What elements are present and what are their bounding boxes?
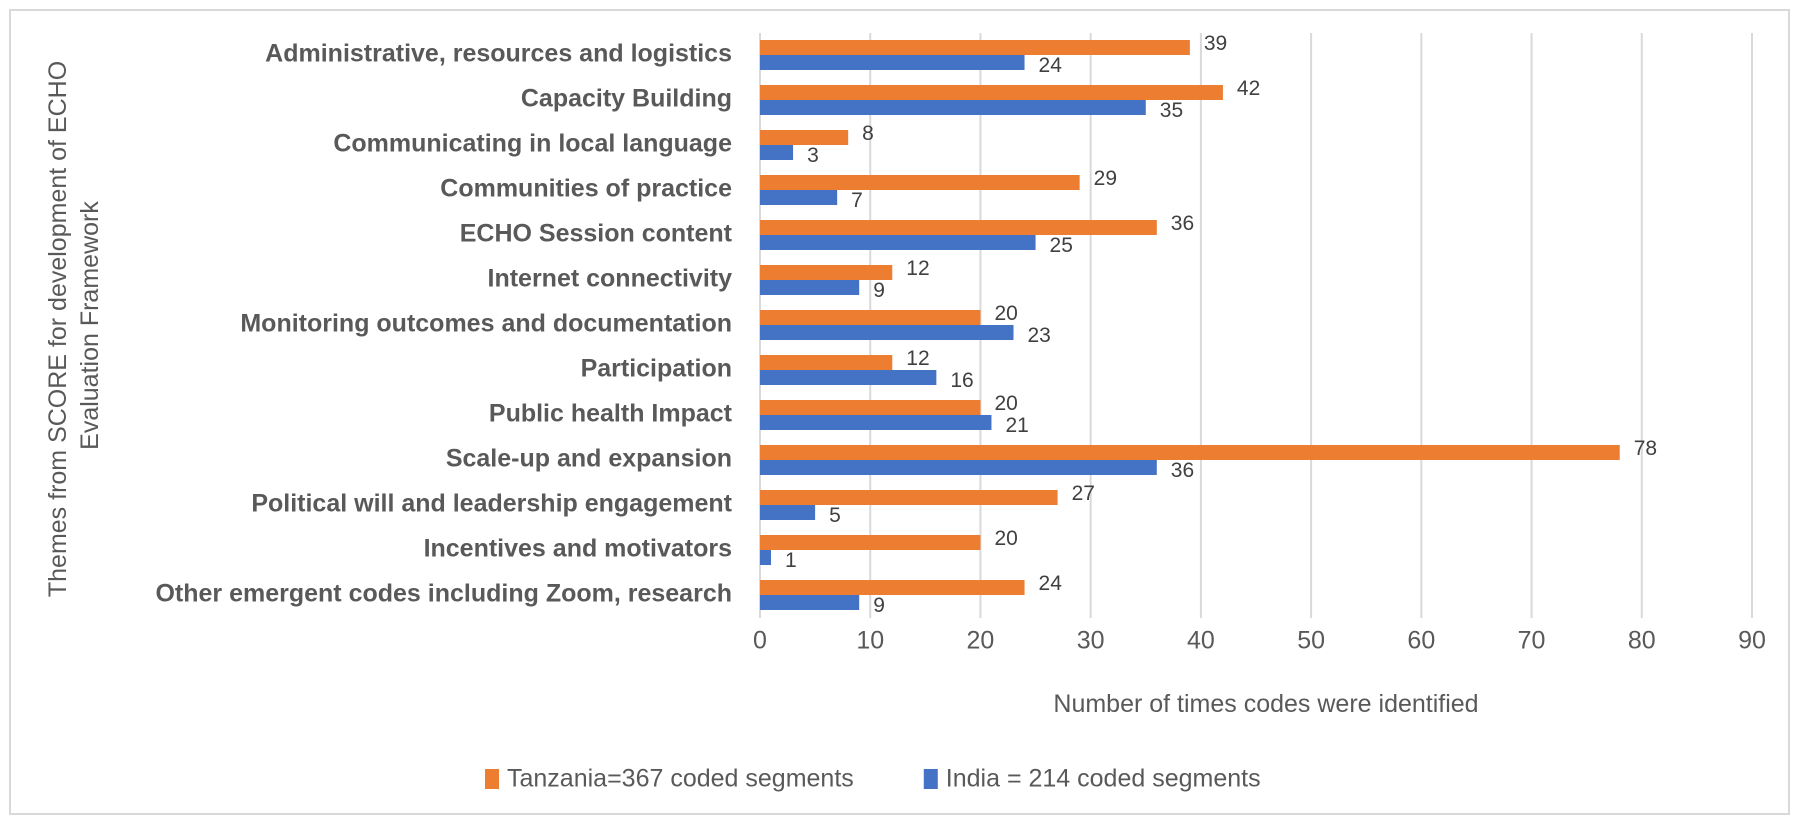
- x-tick-label: 60: [1407, 627, 1435, 655]
- data-label: 42: [1237, 77, 1260, 100]
- bar-tanzania: [760, 220, 1157, 235]
- category-labels: Administrative, resources and logistics C…: [155, 40, 732, 608]
- y-axis-title: Themes from SCORE for development of ECH…: [44, 54, 104, 597]
- x-tick-labels: 0 10 20 30 40 50 60 70 80 90: [753, 627, 1766, 655]
- category-label: Political will and leadership engagement: [251, 490, 732, 518]
- data-label: 24: [1039, 54, 1063, 77]
- data-label: 36: [1171, 212, 1194, 235]
- bar-tanzania: [760, 535, 981, 550]
- bar-tanzania: [760, 85, 1223, 100]
- bar-india: [760, 505, 816, 520]
- data-label: 39: [1204, 32, 1227, 55]
- bar-india: [760, 280, 860, 295]
- bar-india: [760, 370, 937, 385]
- x-tick-label: 90: [1738, 627, 1766, 655]
- bar-india: [760, 595, 860, 610]
- data-label: 3: [807, 144, 819, 167]
- data-label: 20: [994, 392, 1017, 415]
- data-label: 24: [1039, 572, 1063, 595]
- data-label: 21: [1005, 414, 1028, 437]
- data-label: 8: [862, 122, 874, 145]
- data-labels: 3924423583297362512920231216202178362752…: [785, 32, 1657, 617]
- y-axis-title-line-2: Evaluation Framework: [76, 201, 104, 450]
- bar-india: [760, 325, 1014, 340]
- legend: Tanzania=367 coded segments India = 214 c…: [485, 765, 1261, 793]
- bar-india: [760, 415, 992, 430]
- bar-india: [760, 460, 1157, 475]
- bar-tanzania: [760, 580, 1025, 595]
- category-label: Administrative, resources and logistics: [265, 40, 732, 68]
- legend-label: India = 214 coded segments: [946, 765, 1261, 793]
- x-axis-title: Number of times codes were identified: [1053, 690, 1478, 718]
- data-label: 5: [829, 504, 841, 527]
- bar-tanzania: [760, 445, 1620, 460]
- category-label: Public health Impact: [489, 400, 733, 428]
- x-tick-label: 10: [856, 627, 884, 655]
- x-tick-label: 30: [1077, 627, 1105, 655]
- data-label: 23: [1028, 324, 1051, 347]
- legend-label: Tanzania=367 coded segments: [507, 765, 854, 793]
- bar-india: [760, 55, 1025, 70]
- x-tick-label: 40: [1187, 627, 1215, 655]
- category-label: Communicating in local language: [333, 130, 732, 158]
- category-label: Participation: [581, 355, 732, 383]
- bar-india: [760, 235, 1036, 250]
- category-label: Communities of practice: [440, 175, 732, 203]
- bar-tanzania: [760, 40, 1190, 55]
- data-label: 12: [906, 347, 929, 370]
- data-label: 29: [1094, 167, 1117, 190]
- x-tick-label: 20: [967, 627, 995, 655]
- data-label: 7: [851, 189, 863, 212]
- data-label: 1: [785, 549, 797, 572]
- data-label: 9: [873, 594, 885, 617]
- data-label: 35: [1160, 99, 1183, 122]
- data-label: 20: [994, 527, 1017, 550]
- bar-india: [760, 550, 772, 565]
- category-label: Incentives and motivators: [424, 535, 732, 563]
- bar-india: [760, 100, 1146, 115]
- data-label: 27: [1072, 482, 1095, 505]
- bar-tanzania: [760, 265, 893, 280]
- data-label: 12: [906, 257, 929, 280]
- data-label: 78: [1634, 437, 1657, 460]
- x-tick-label: 50: [1297, 627, 1325, 655]
- bar-india: [760, 145, 794, 160]
- bar-tanzania: [760, 130, 849, 145]
- gridlines: [759, 33, 1753, 618]
- data-label: 25: [1050, 234, 1073, 257]
- bar-tanzania: [760, 175, 1080, 190]
- category-label: Monitoring outcomes and documentation: [240, 310, 732, 338]
- bars: [760, 40, 1620, 610]
- x-tick-label: 80: [1628, 627, 1656, 655]
- legend-swatch-tanzania: [485, 769, 499, 789]
- category-label: Scale-up and expansion: [446, 445, 732, 473]
- y-axis-title-line-1: Themes from SCORE for development of ECH…: [44, 61, 72, 597]
- data-label: 16: [950, 369, 973, 392]
- x-tick-label: 0: [753, 627, 767, 655]
- data-label: 9: [873, 279, 885, 302]
- chart-frame: [9, 9, 1790, 815]
- data-label: 20: [994, 302, 1017, 325]
- category-label: Internet connectivity: [488, 265, 733, 293]
- bar-tanzania: [760, 310, 981, 325]
- bar-india: [760, 190, 838, 205]
- data-label: 36: [1171, 459, 1194, 482]
- category-label: ECHO Session content: [460, 220, 733, 248]
- legend-swatch-india: [923, 769, 938, 789]
- category-label: Capacity Building: [521, 85, 732, 113]
- x-tick-label: 70: [1518, 627, 1546, 655]
- bar-tanzania: [760, 355, 893, 370]
- bar-tanzania: [760, 490, 1058, 505]
- category-label: Other emergent codes including Zoom, res…: [155, 580, 732, 608]
- bar-tanzania: [760, 400, 981, 415]
